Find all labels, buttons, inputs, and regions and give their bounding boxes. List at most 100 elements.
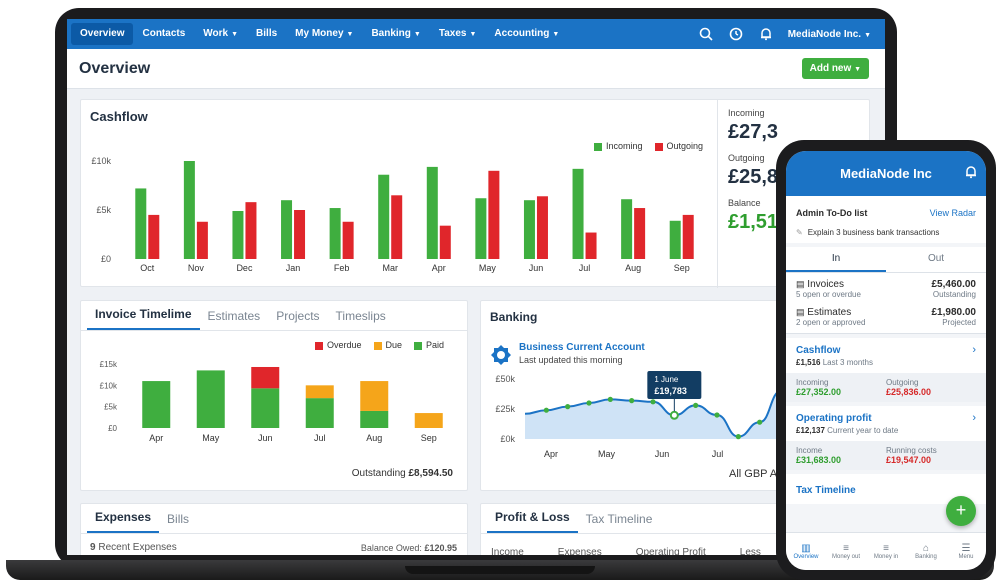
column-operating-profit: Operating Profit [635,547,706,555]
phone-tab-banking[interactable]: ⌂ Banking [906,533,946,570]
legend-item-incoming: Incoming [594,141,643,151]
bar-outgoing [148,214,160,259]
balance-point [650,399,656,405]
nav-item-overview[interactable]: Overview [71,23,134,45]
cashflow-card: Cashflow Incoming Outgoing £0 £5k £10k Oct N… [80,99,870,288]
todo-item[interactable]: ✎ Explain 3 business bank transactions [796,228,976,237]
add-new-button[interactable]: Add new ▼ [801,58,869,79]
phone-cashflow-incoming: Incoming £27,352.00 [796,378,886,397]
legend-label: Incoming [606,141,643,151]
bar-chart-icon: ▥ [801,543,811,554]
expenses-card: Expenses Bills 9 Recent Expenses Balance… [80,503,468,555]
bar-incoming [183,161,195,259]
x-tick-label: Jan [286,263,301,273]
phone-tab-money-in[interactable]: ≡ Money in [866,533,906,570]
phone-cashflow-summary: £1,516 Last 3 months [796,358,976,367]
phone-outgoing-value: £25,836.00 [886,387,932,397]
operating-income-label: Income [796,446,823,455]
chevron-right-icon: › [972,412,976,424]
tab-in[interactable]: In [786,247,886,272]
estimates-sub: 2 open or approved Projected [796,318,976,327]
balance-point [586,400,592,406]
bell-icon[interactable] [964,165,978,182]
account-name[interactable]: Business Current Account [519,342,645,353]
x-tick-label: Dec [236,263,253,273]
bar-incoming [669,220,681,259]
tab-invoice-timeline[interactable]: Invoice Timelime [87,307,200,330]
summary-outgoing-label: Outgoing [728,153,765,163]
account-updated: Last updated this morning [519,355,623,365]
nav-item-banking[interactable]: Banking ▼ [362,23,429,45]
phone-tab-menu[interactable]: ☰ Menu [946,533,986,570]
operating-profit-section[interactable]: Operating profit › £12,137 Current year … [786,406,986,441]
invoice-timeline-card: Invoice Timelime Estimates Projects Time… [80,300,468,491]
legend-item-outgoing: Outgoing [654,141,703,151]
column-less: Less [739,547,761,555]
company-switcher[interactable]: MediaNode Inc. ▼ [788,29,871,40]
operating-profit-period: Current year to date [827,426,899,435]
invoices-sub: 5 open or overdue Outstanding [796,290,976,299]
invoices-sub-left: 5 open or overdue [796,290,861,299]
operating-profit-summary: £12,137 Current year to date [796,426,976,435]
operating-profit-header: Operating profit › [796,412,976,424]
add-new-label: Add new [809,63,852,74]
y-tick-label: £15k [100,360,118,369]
nav-item-my-money[interactable]: My Money ▼ [286,23,362,45]
legend-label: Due [385,340,403,350]
estimates-label: Estimates [807,307,852,318]
timer-icon[interactable] [728,26,744,42]
legend-label: Overdue [327,340,362,350]
nav-item-contacts[interactable]: Contacts [133,23,194,45]
legend-item-overdue: Overdue [315,340,362,350]
tab-out[interactable]: Out [927,253,945,264]
x-tick-label: Jun [529,263,544,273]
todo-item-label: Explain 3 business bank transactions [807,228,940,237]
tooltip-value: £19,783 [654,386,687,396]
tab-timeslips[interactable]: Timeslips [335,309,386,323]
tab-profit-loss[interactable]: Profit & Loss [487,510,578,533]
bar-outgoing [682,214,694,259]
document-icon: ▤ [796,307,805,317]
tab-expenses[interactable]: Expenses [87,510,160,533]
summary-incoming-label: Incoming [728,108,765,118]
bar-incoming [281,200,293,259]
nav-item-bills[interactable]: Bills [247,23,286,45]
phone-cashflow-values: Incoming £27,352.00 Outgoing £25,836.00 [786,373,986,402]
nav-right-group: MediaNode Inc. ▼ [698,26,881,42]
balance-owed-value: £120.95 [424,543,457,553]
recent-expenses-count: 9 [90,542,96,553]
add-fab-button[interactable]: + [946,496,976,526]
nav-item-accounting[interactable]: Accounting ▼ [485,23,568,45]
chevron-down-icon: ▼ [864,31,871,39]
phone-tab-overview[interactable]: ▥ Overview [786,533,826,570]
todo-title: Admin To-Do list [796,208,868,218]
estimates-sub-left: 2 open or approved [796,318,866,327]
balance-point [629,398,635,404]
tab-estimates[interactable]: Estimates [207,309,261,323]
nav-item-taxes[interactable]: Taxes ▼ [430,23,486,45]
view-radar-link[interactable]: View Radar [929,208,976,218]
outstanding-value: £8,594.50 [408,468,454,479]
tab-tax-timeline[interactable]: Tax Timeline [585,512,653,526]
y-tick-label: £0k [500,434,515,444]
bar-incoming [232,210,244,259]
x-tick-label: Jul [314,433,326,443]
invoices-main: ▤ Invoices £5,460.00 [796,279,976,290]
menu-icon: ☰ [961,543,971,554]
invoices-row[interactable]: ▤ Invoices £5,460.00 5 open or overdue O… [786,273,986,303]
x-tick-label: Apr [544,449,558,459]
balance-owed: Balance Owed: £120.95 [361,543,457,553]
estimates-row[interactable]: ▤ Estimates £1,980.00 2 open or approved… [786,303,986,334]
phone-cashflow-title: Cashflow [796,345,841,356]
x-tick-label: May [202,433,220,443]
phone-tab-money-out[interactable]: ≡ Money out [826,533,866,570]
phone-tab-label: Banking [915,554,937,560]
bell-icon[interactable] [758,26,774,42]
tab-bills[interactable]: Bills [167,512,190,526]
phone-cashflow-section[interactable]: Cashflow › £1,516 Last 3 months [786,338,986,373]
bar-outgoing [439,225,451,259]
tab-projects[interactable]: Projects [276,309,320,323]
nav-item-work[interactable]: Work ▼ [194,23,247,45]
search-icon[interactable] [698,26,714,42]
